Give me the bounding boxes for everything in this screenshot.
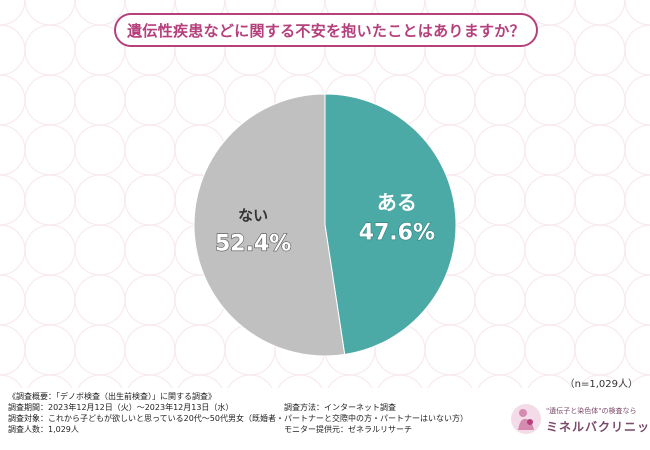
logo-tagline: "遺伝子と染色体"の検査なら (546, 407, 637, 415)
survey-period: 調査期間：2023年12月12日（火）〜2023年12月13日（水） (8, 403, 234, 412)
clinic-logo: "遺伝子と染色体"の検査なら ミネルバクリニック (510, 400, 650, 440)
pie-slice-1 (193, 93, 346, 357)
survey-method: 調査方法：インターネット調査 (284, 403, 396, 412)
survey-info-panel: 《調査概要：「デノボ検査（出生前検査）」に関する調査》 調査期間：2023年12… (0, 388, 650, 450)
logo-name: ミネルバクリニック (546, 420, 650, 434)
survey-provider: モニター提供元：ゼネラルリサーチ (284, 425, 412, 434)
logo-mother-child-icon (511, 404, 541, 434)
pie-slice-value-0: 47.6% (359, 221, 435, 246)
pie-slice-label-1: ない (238, 206, 268, 224)
pie-slice-0 (324, 93, 457, 356)
pie-slice-label-0: ある (377, 191, 417, 215)
survey-target: 調査対象：これから子どもが欲しいと思っている20代〜50代男女（既婚者・パートナ… (8, 414, 468, 423)
sample-size-note: （n=1,029人） (564, 379, 638, 390)
chart-title: 遺伝性疾患などに関する不安を抱いたことはありますか？ (127, 21, 525, 40)
pie-slice-value-1: 52.4% (215, 231, 291, 256)
survey-overview: 《調査概要：「デノボ検査（出生前検査）」に関する調査》 (8, 392, 216, 401)
chart-title-box: 遺伝性疾患などに関する不安を抱いたことはありますか？ (114, 13, 538, 47)
survey-count: 調査人数：1,029人 (8, 425, 79, 434)
